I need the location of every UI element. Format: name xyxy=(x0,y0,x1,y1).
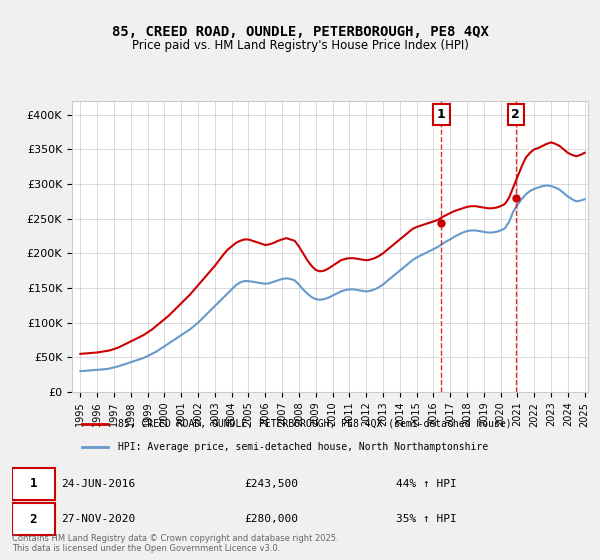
Text: £280,000: £280,000 xyxy=(244,514,298,524)
Text: 35% ↑ HPI: 35% ↑ HPI xyxy=(397,514,457,524)
Text: 44% ↑ HPI: 44% ↑ HPI xyxy=(397,479,457,489)
Text: 85, CREED ROAD, OUNDLE, PETERBOROUGH, PE8 4QX: 85, CREED ROAD, OUNDLE, PETERBOROUGH, PE… xyxy=(112,25,488,39)
FancyBboxPatch shape xyxy=(12,503,55,535)
Text: 27-NOV-2020: 27-NOV-2020 xyxy=(61,514,136,524)
Text: 2: 2 xyxy=(29,513,37,526)
Text: 2: 2 xyxy=(511,108,520,121)
Text: HPI: Average price, semi-detached house, North Northamptonshire: HPI: Average price, semi-detached house,… xyxy=(118,442,488,452)
Text: Contains HM Land Registry data © Crown copyright and database right 2025.
This d: Contains HM Land Registry data © Crown c… xyxy=(12,534,338,553)
Text: 85, CREED ROAD, OUNDLE, PETERBOROUGH, PE8 4QX (semi-detached house): 85, CREED ROAD, OUNDLE, PETERBOROUGH, PE… xyxy=(118,419,512,429)
Text: £243,500: £243,500 xyxy=(244,479,298,489)
Text: Price paid vs. HM Land Registry's House Price Index (HPI): Price paid vs. HM Land Registry's House … xyxy=(131,39,469,52)
Text: 1: 1 xyxy=(437,108,446,121)
Text: 1: 1 xyxy=(29,477,37,490)
FancyBboxPatch shape xyxy=(12,468,55,500)
Text: 24-JUN-2016: 24-JUN-2016 xyxy=(61,479,136,489)
